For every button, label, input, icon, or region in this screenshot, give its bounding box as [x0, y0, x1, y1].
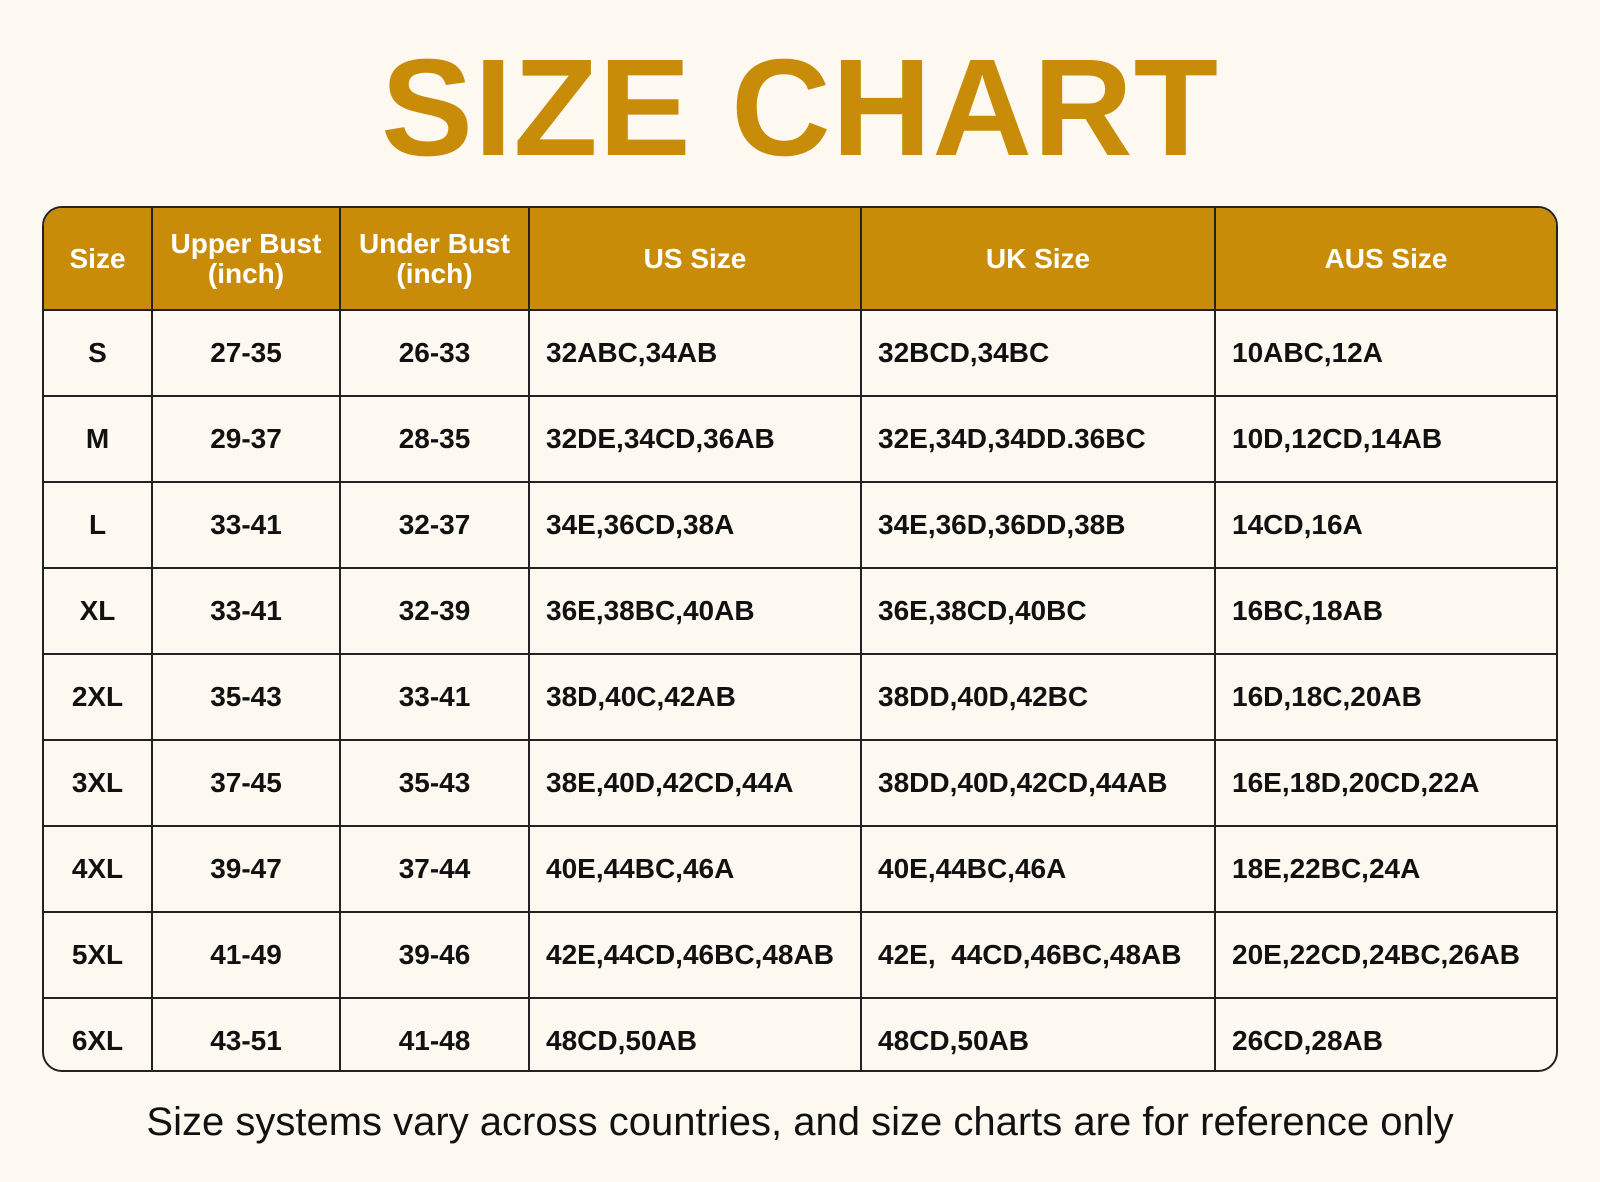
cell-us-size: 42E,44CD,46BC,48AB	[528, 911, 862, 999]
page-title: SIZE CHART	[381, 31, 1219, 185]
cell-under-bust: 33-41	[339, 653, 530, 741]
cell-aus-size: 16D,18C,20AB	[1214, 653, 1556, 741]
cell-uk-size: 36E,38CD,40BC	[860, 567, 1216, 655]
cell-us-size: 32DE,34CD,36AB	[528, 395, 862, 483]
cell-aus-size: 14CD,16A	[1214, 481, 1556, 569]
table-row: 3XL 37-45 35-43 38E,40D,42CD,44A 38DD,40D,42…	[44, 739, 1556, 827]
table-row: 2XL 35-43 33-41 38D,40C,42AB 38DD,40D,42BC 16…	[44, 653, 1556, 741]
cell-us-size: 38D,40C,42AB	[528, 653, 862, 741]
disclaimer-text: Size systems vary across countries, and …	[146, 1100, 1454, 1144]
cell-size: 4XL	[44, 825, 153, 913]
cell-under-bust: 41-48	[339, 997, 530, 1070]
cell-size: 5XL	[44, 911, 153, 999]
cell-us-size: 32ABC,34AB	[528, 309, 862, 397]
cell-us-size: 34E,36CD,38A	[528, 481, 862, 569]
cell-under-bust: 26-33	[339, 309, 530, 397]
header-uk-size: UK Size	[860, 208, 1216, 311]
table-row: XL 33-41 32-39 36E,38BC,40AB 36E,38CD,40BC 16…	[44, 567, 1556, 655]
cell-uk-size: 38DD,40D,42BC	[860, 653, 1216, 741]
header-unit: (inch)	[396, 257, 473, 289]
cell-size: M	[44, 395, 153, 483]
header-upper-bust: Upper Bust (inch)	[151, 208, 341, 311]
cell-us-size: 40E,44BC,46A	[528, 825, 862, 913]
header-label: UK Size	[985, 242, 1091, 274]
cell-upper-bust: 43-51	[151, 997, 341, 1070]
cell-aus-size: 26CD,28AB	[1214, 997, 1556, 1070]
cell-us-size: 36E,38BC,40AB	[528, 567, 862, 655]
header-aus-size: AUS Size	[1214, 208, 1556, 311]
cell-upper-bust: 33-41	[151, 567, 341, 655]
header-label: Size	[69, 242, 126, 274]
header-label: AUS Size	[1324, 242, 1448, 274]
cell-size: 6XL	[44, 997, 153, 1070]
header-size: Size	[44, 208, 153, 311]
table-row: S 27-35 26-33 32ABC,34AB 32BCD,34BC 10ABC,12A	[44, 309, 1556, 397]
cell-us-size: 38E,40D,42CD,44A	[528, 739, 862, 827]
header-row: Size Upper Bust (inch) Under Bust (inch) US S…	[44, 208, 1556, 311]
cell-uk-size: 32E,34D,34DD.36BC	[860, 395, 1216, 483]
cell-upper-bust: 33-41	[151, 481, 341, 569]
cell-upper-bust: 35-43	[151, 653, 341, 741]
cell-size: L	[44, 481, 153, 569]
cell-size: XL	[44, 567, 153, 655]
cell-upper-bust: 37-45	[151, 739, 341, 827]
header-unit: (inch)	[207, 257, 285, 289]
cell-under-bust: 28-35	[339, 395, 530, 483]
cell-under-bust: 37-44	[339, 825, 530, 913]
header-label: Under Bust	[359, 227, 510, 259]
cell-size: 3XL	[44, 739, 153, 827]
header-under-bust: Under Bust (inch)	[339, 208, 530, 311]
cell-aus-size: 10D,12CD,14AB	[1214, 395, 1556, 483]
cell-under-bust: 39-46	[339, 911, 530, 999]
cell-aus-size: 20E,22CD,24BC,26AB	[1214, 911, 1556, 999]
cell-upper-bust: 27-35	[151, 309, 341, 397]
header-label: Upper Bust	[170, 227, 322, 259]
cell-uk-size: 40E,44BC,46A	[860, 825, 1216, 913]
cell-uk-size: 48CD,50AB	[860, 997, 1216, 1070]
cell-size: 2XL	[44, 653, 153, 741]
cell-under-bust: 35-43	[339, 739, 530, 827]
table-row: 6XL 43-51 41-48 48CD,50AB 48CD,50AB 26CD,28AB	[44, 997, 1556, 1070]
cell-us-size: 48CD,50AB	[528, 997, 862, 1070]
table-row: L 33-41 32-37 34E,36CD,38A 34E,36D,36DD,38B 1…	[44, 481, 1556, 569]
cell-under-bust: 32-39	[339, 567, 530, 655]
cell-aus-size: 16E,18D,20CD,22A	[1214, 739, 1556, 827]
cell-uk-size: 38DD,40D,42CD,44AB	[860, 739, 1216, 827]
cell-size: S	[44, 309, 153, 397]
header-us-size: US Size	[528, 208, 862, 311]
header-label: US Size	[643, 242, 747, 274]
cell-uk-size: 42E, 44CD,46BC,48AB	[860, 911, 1216, 999]
table-row: M 29-37 28-35 32DE,34CD,36AB 32E,34D,34DD.36…	[44, 395, 1556, 483]
cell-upper-bust: 41-49	[151, 911, 341, 999]
cell-under-bust: 32-37	[339, 481, 530, 569]
table-row: 5XL 41-49 39-46 42E,44CD,46BC,48AB 42E, 44CD…	[44, 911, 1556, 999]
cell-uk-size: 34E,36D,36DD,38B	[860, 481, 1216, 569]
cell-aus-size: 18E,22BC,24A	[1214, 825, 1556, 913]
table-row: 4XL 39-47 37-44 40E,44BC,46A 40E,44BC,46A 18E…	[44, 825, 1556, 913]
size-chart-table: Size Upper Bust (inch) Under Bust (inch) US S…	[42, 206, 1558, 1072]
cell-aus-size: 16BC,18AB	[1214, 567, 1556, 655]
cell-aus-size: 10ABC,12A	[1214, 309, 1556, 397]
cell-upper-bust: 29-37	[151, 395, 341, 483]
cell-upper-bust: 39-47	[151, 825, 341, 913]
cell-uk-size: 32BCD,34BC	[860, 309, 1216, 397]
